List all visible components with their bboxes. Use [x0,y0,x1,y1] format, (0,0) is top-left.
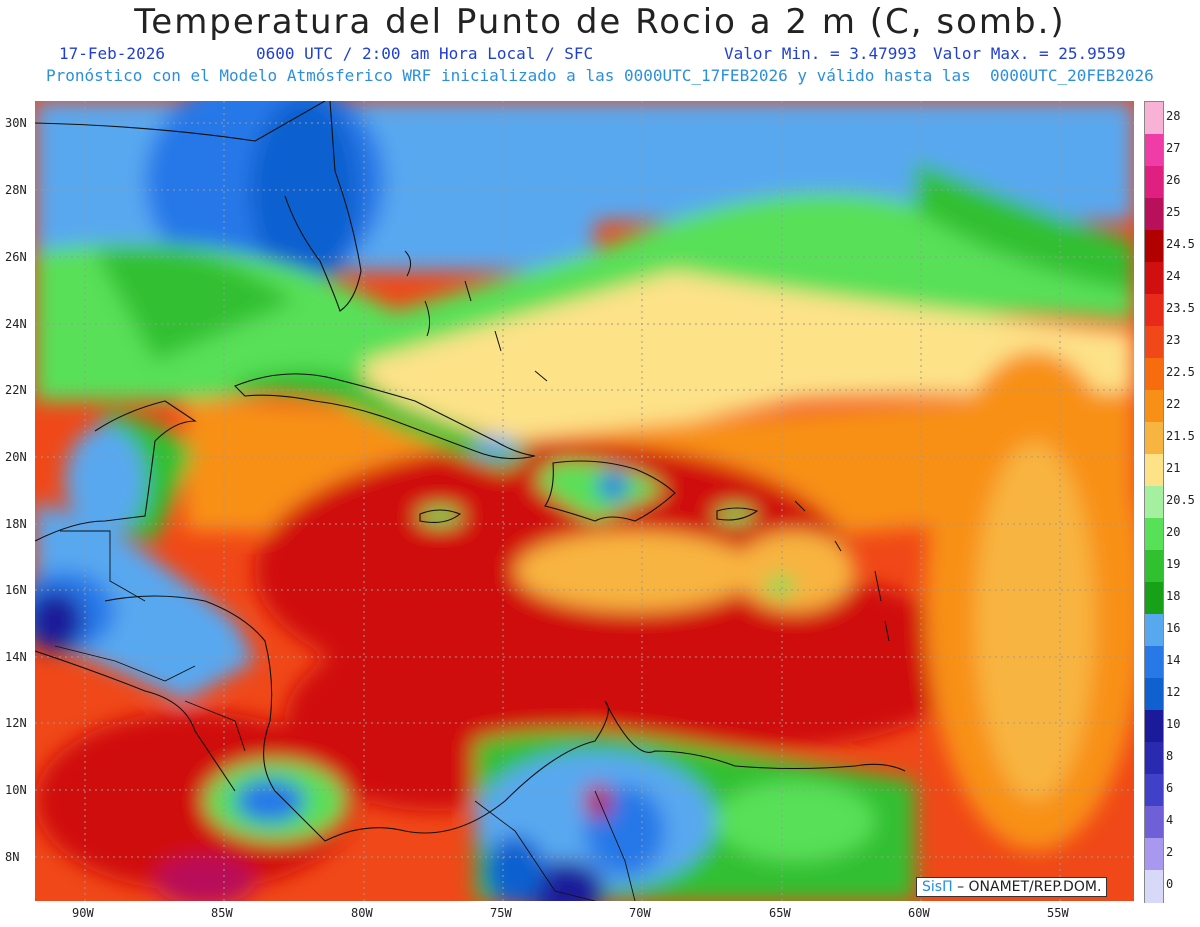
cuba [234,373,536,460]
legend-label: 14 [1166,653,1181,667]
subtitle-time: 0600 UTC / 2:00 am Hora Local / SFC [256,44,594,63]
legend-swatch [1145,454,1163,487]
legend-swatch [1145,550,1163,583]
lat-label: 30N [5,116,27,130]
pacific-coast [35,650,236,792]
lon-label: 55W [1047,906,1069,920]
legend-swatch [1145,358,1163,391]
subtitle-forecast: Pronóstico con el Modelo Atmósferico WRF… [46,66,1154,85]
hispaniola [544,460,676,522]
lon-label: 75W [490,906,512,920]
credit-box: SisΠ – ONAMET/REP.DOM. [916,877,1108,897]
legend-label: 0 [1166,877,1174,891]
legend-swatch [1145,614,1163,647]
map-panel [35,101,1134,901]
legend-swatch [1145,390,1163,423]
subtitle-min: Valor Min. = 3.47993 [724,44,917,63]
legend-label: 28 [1166,109,1181,123]
legend-label: 19 [1166,557,1181,571]
lat-label: 24N [5,317,27,331]
jamaica [419,509,462,523]
legend-label: 6 [1166,781,1174,795]
lat-label: 16N [5,583,27,597]
lat-label: 10N [5,783,27,797]
legend-swatch [1145,166,1163,199]
legend-swatch [1145,326,1163,359]
legend-swatch [1145,774,1163,807]
legend-label: 20 [1166,525,1181,539]
legend-label: 26 [1166,173,1181,187]
legend-swatch [1145,582,1163,615]
legend-label: 21 [1166,461,1181,475]
lat-label: 18N [5,517,27,531]
legend-swatch [1145,742,1163,775]
legend-label: 12 [1166,685,1181,699]
lat-lon-grid [35,101,1134,901]
legend-swatch [1145,806,1163,839]
legend-label: 21.5 [1166,429,1195,443]
legend-label: 10 [1166,717,1181,731]
lat-label: 20N [5,450,27,464]
lat-label: 12N [5,716,27,730]
legend-label: 20.5 [1166,493,1195,507]
subtitle-date: 17-Feb-2026 [59,44,165,63]
legend-label: 25 [1166,205,1181,219]
legend-swatch [1145,198,1163,231]
lon-label: 90W [72,906,94,920]
legend-label: 18 [1166,589,1181,603]
legend-swatch [1145,230,1163,263]
gulf-coast [35,101,326,142]
legend-label: 22.5 [1166,365,1195,379]
lon-label: 65W [769,906,791,920]
legend-swatch [1145,870,1163,903]
legend-swatch [1145,678,1163,711]
legend-swatch [1145,134,1163,167]
lon-label: 85W [211,906,233,920]
legend-swatch [1145,518,1163,551]
credit-brand: SisΠ [922,879,953,895]
lat-label: 14N [5,650,27,664]
small-islands [404,250,890,642]
legend-swatch [1145,294,1163,327]
lat-label: 22N [5,383,27,397]
lat-label: 26N [5,250,27,264]
lon-label: 80W [351,906,373,920]
legend-label: 8 [1166,749,1174,763]
page-title: Temperatura del Punto de Rocio a 2 m (C,… [134,2,1066,42]
legend-label: 24.5 [1166,237,1195,251]
legend-label: 27 [1166,141,1181,155]
legend-swatch [1145,262,1163,295]
dewpoint-map [35,101,1134,901]
legend-swatch [1145,102,1163,135]
legend-label: 23.5 [1166,301,1195,315]
color-legend [1144,101,1164,903]
legend-label: 16 [1166,621,1181,635]
puerto-rico [716,507,759,521]
coastlines [35,101,906,842]
legend-swatch [1145,710,1163,743]
lon-label: 60W [908,906,930,920]
subtitle-max: Valor Max. = 25.9559 [933,44,1126,63]
legend-swatch [1145,422,1163,455]
country-borders [54,530,636,901]
legend-swatch [1145,646,1163,679]
legend-swatch [1145,486,1163,519]
legend-label: 23 [1166,333,1181,347]
legend-label: 2 [1166,845,1174,859]
lat-label: 28N [5,183,27,197]
legend-label: 4 [1166,813,1174,827]
legend-swatch [1145,838,1163,871]
credit-text: – ONAMET/REP.DOM. [957,879,1102,895]
lat-label: 8N [5,850,20,864]
yucatan [35,400,197,542]
field-layers [35,101,1134,901]
florida [284,101,362,312]
central-south-america-coast [104,595,906,842]
lon-label: 70W [629,906,651,920]
legend-label: 24 [1166,269,1181,283]
legend-label: 22 [1166,397,1181,411]
